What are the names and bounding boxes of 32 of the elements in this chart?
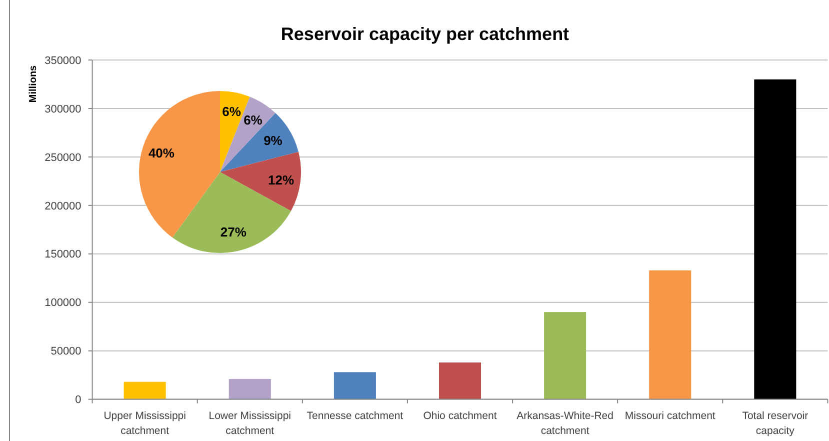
- y-tick-label: 0: [75, 394, 82, 406]
- chart-title: Reservoir capacity per catchment: [280, 24, 570, 44]
- data-label: 9%: [264, 133, 283, 148]
- y-tick-label: 350000: [44, 54, 82, 67]
- data-label: 40%: [148, 146, 175, 161]
- bar: [228, 378, 271, 400]
- bar: [754, 79, 796, 400]
- bar: [544, 312, 586, 400]
- x-tick-label: Arkansas-White-Red catchment: [516, 410, 614, 437]
- data-label: 12%: [268, 172, 295, 188]
- bar: [124, 382, 166, 400]
- x-tick-label: Ohio catchment: [423, 410, 497, 422]
- y-axis-title: Millions: [28, 64, 39, 103]
- bar: [438, 362, 482, 400]
- data-label: 6%: [244, 112, 263, 128]
- pie-slice: [220, 152, 301, 212]
- x-tick-label: Upper Mississippi catchment: [104, 410, 186, 437]
- bar: [334, 372, 376, 400]
- data-label: 6%: [222, 104, 242, 120]
- x-tick-label: Missouri catchment: [624, 410, 716, 422]
- y-tick-label: 50000: [50, 346, 82, 358]
- x-tick-label: Lower Mississippi catchment: [208, 410, 292, 437]
- pie-slice: [139, 91, 220, 238]
- y-tick-label: 250000: [44, 152, 82, 164]
- y-tick-label: 300000: [44, 103, 82, 116]
- x-tick-label: Total reservoir capacity: [742, 410, 809, 437]
- y-tick-label: 200000: [44, 200, 82, 212]
- x-tick-label: Tennesse catchment: [306, 410, 404, 422]
- data-label: 27%: [220, 224, 247, 240]
- y-tick-label: 150000: [44, 248, 82, 261]
- bar: [649, 270, 692, 400]
- y-tick-label: 100000: [44, 297, 82, 310]
